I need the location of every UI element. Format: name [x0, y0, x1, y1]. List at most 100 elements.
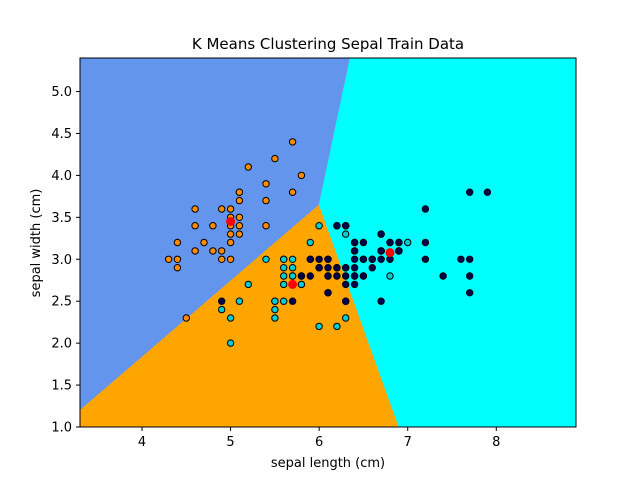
data-point [377, 247, 385, 255]
data-point [306, 238, 314, 247]
data-point [235, 213, 244, 222]
data-point [377, 297, 385, 305]
data-point [350, 272, 359, 280]
data-point [288, 138, 297, 146]
y-tick-label: 1.0 [51, 421, 72, 436]
data-point [209, 247, 217, 255]
x-tick-label: 5 [226, 435, 234, 450]
y-tick-label: 5.0 [51, 85, 72, 100]
data-point [342, 272, 350, 280]
data-point [350, 255, 359, 263]
data-point [350, 247, 359, 255]
data-point [280, 255, 288, 263]
data-point [315, 264, 323, 272]
y-tick-label: 4.5 [51, 127, 72, 142]
data-point [235, 230, 244, 238]
data-point [333, 264, 341, 272]
data-point [271, 154, 279, 163]
axes-frame [79, 57, 577, 428]
x-tick-label: 4 [138, 435, 146, 450]
data-point [306, 272, 314, 280]
data-point [271, 314, 279, 322]
y-tick-label: 4.0 [51, 169, 72, 184]
x-tick-label: 6 [315, 435, 323, 450]
chart-title: K Means Clustering Sepal Train Data [192, 35, 464, 53]
data-point [173, 264, 182, 272]
data-point [226, 230, 235, 238]
data-point [271, 305, 279, 314]
data-point [466, 289, 474, 297]
data-point [439, 272, 447, 280]
data-point [262, 255, 270, 263]
data-point [368, 264, 376, 272]
data-point [262, 222, 270, 230]
y-tick-label: 2.0 [51, 337, 72, 352]
data-point [280, 297, 288, 305]
data-point [421, 205, 430, 213]
data-point [350, 280, 359, 289]
data-point [359, 255, 368, 263]
data-point [368, 255, 376, 263]
data-point [280, 272, 288, 280]
data-point [297, 171, 306, 180]
data-point [386, 238, 394, 247]
data-point [218, 297, 226, 305]
data-point [288, 264, 297, 272]
data-points [164, 138, 492, 347]
data-point [350, 238, 359, 247]
data-point [218, 255, 226, 263]
data-point [306, 255, 314, 263]
data-point [315, 222, 323, 230]
y-tick-label: 1.5 [51, 379, 72, 394]
data-point [395, 247, 403, 255]
data-point [342, 230, 350, 238]
data-point [333, 222, 341, 230]
data-point [288, 272, 297, 280]
data-point [421, 238, 430, 247]
y-axis-ticks: 1.0 1.5 2.0 2.5 3.0 3.5 4.0 4.5 5.0 [51, 85, 80, 436]
data-point [226, 255, 235, 263]
data-point [235, 222, 244, 230]
y-tick-label: 2.5 [51, 295, 72, 310]
data-point [200, 238, 208, 247]
data-point [297, 272, 306, 280]
data-point [386, 272, 394, 280]
data-point [244, 280, 253, 289]
data-point [342, 222, 350, 230]
x-tick-label: 7 [404, 435, 412, 450]
data-point [173, 238, 182, 247]
data-point [235, 196, 244, 205]
data-point [333, 272, 341, 280]
centroids [226, 217, 395, 289]
x-tick-label: 8 [492, 435, 500, 450]
data-point [288, 255, 297, 263]
data-point [218, 305, 226, 314]
data-point [466, 188, 474, 196]
data-point [350, 264, 359, 272]
y-axis-label: sepal width (cm) [29, 189, 44, 298]
data-point [421, 255, 430, 263]
data-point [218, 205, 226, 213]
data-point [315, 322, 323, 331]
data-point [226, 314, 235, 322]
data-point [377, 230, 385, 238]
data-point [342, 280, 350, 289]
data-point [226, 238, 235, 247]
data-point [404, 238, 412, 247]
y-tick-label: 3.5 [51, 211, 72, 226]
y-tick-label: 3.0 [51, 253, 72, 268]
data-point [244, 163, 253, 171]
data-point [297, 280, 306, 289]
data-point [262, 196, 270, 205]
data-point [395, 238, 403, 247]
data-point [457, 255, 465, 263]
data-point [191, 247, 199, 255]
data-point [226, 205, 235, 213]
data-point [218, 247, 226, 255]
data-point [342, 264, 350, 272]
data-point [324, 264, 332, 272]
data-point [164, 255, 173, 263]
data-point [191, 222, 199, 230]
data-point [173, 255, 182, 263]
